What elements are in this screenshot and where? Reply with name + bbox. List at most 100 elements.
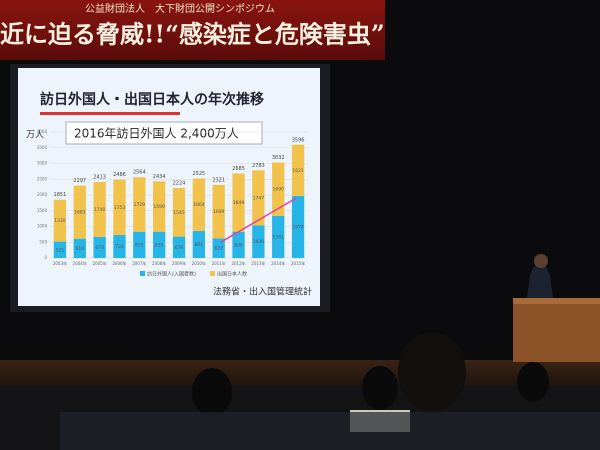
slide-source: 法務省・出入国管理統計: [213, 286, 312, 298]
slide: [18, 68, 320, 306]
value-label: 1330: [54, 218, 66, 224]
value-label: 1664: [193, 202, 205, 208]
x-tick-label: 2009年: [172, 260, 186, 266]
y-tick-label: 2000: [37, 192, 48, 197]
total-label: 2413: [93, 174, 106, 180]
bar-segment: [291, 195, 305, 258]
chart-title: 訪日外国人・出国日本人の年次推移: [40, 91, 264, 108]
banner-title: 近に迫る脅威!!“感染症と危険害虫”: [0, 20, 385, 49]
audience-head: [362, 366, 398, 410]
trend-arrow: [220, 197, 297, 243]
value-label: 1699: [213, 209, 225, 215]
stage: [0, 360, 600, 390]
y-tick-label: 4000: [37, 129, 48, 134]
bar-segment: [232, 231, 245, 258]
x-tick-label: 2004年: [73, 260, 87, 266]
value-label: 1683: [74, 210, 86, 216]
value-label: 1747: [253, 195, 265, 201]
value-label: 1545: [173, 210, 185, 216]
bar-segment: [133, 177, 146, 232]
x-tick-label: 2010年: [192, 260, 206, 266]
speaker-head: [534, 254, 548, 268]
legend-swatch: [210, 271, 215, 276]
value-label: 614: [75, 246, 84, 252]
total-label: 2783: [252, 163, 265, 169]
x-tick-label: 2011年: [212, 260, 226, 266]
x-tick-label: 2005年: [93, 260, 107, 266]
total-label: 3032: [272, 155, 285, 161]
value-label: 1621: [292, 168, 304, 174]
annotation: 2016年訪日外国人 2,400万人: [74, 126, 239, 141]
total-label: 3596: [292, 137, 305, 143]
bar-segment: [113, 179, 126, 235]
value-label: 733: [115, 244, 124, 250]
bar-segment: [212, 238, 225, 258]
total-label: 2297: [73, 178, 86, 184]
lectern-top: [513, 298, 600, 304]
bar-segment: [272, 162, 285, 216]
seats: [60, 412, 600, 450]
total-label: 2486: [113, 172, 126, 178]
x-tick-label: 2007年: [132, 260, 146, 266]
bar-segment: [272, 215, 285, 258]
y-tick-label: 3500: [37, 145, 48, 150]
value-label: 835: [155, 242, 164, 248]
x-tick-label: 2015年: [291, 260, 305, 266]
bar-segment: [153, 181, 166, 232]
x-tick-label: 2003年: [53, 260, 67, 266]
value-label: 1599: [153, 204, 165, 210]
audience-head: [398, 332, 466, 412]
bar-segment: [73, 185, 86, 239]
total-label: 2224: [173, 180, 186, 186]
bar-segment: [153, 231, 166, 258]
value-label: 1036: [253, 239, 265, 245]
value-label: 1729: [134, 202, 146, 208]
audience-head: [192, 368, 232, 416]
lectern: [513, 298, 600, 362]
bar-segment: [172, 236, 186, 258]
x-tick-label: 2014年: [271, 260, 285, 266]
annotation-box: [65, 121, 263, 145]
bar-segment: [172, 187, 186, 237]
legend-swatch: [140, 271, 145, 276]
x-tick-label: 2006年: [112, 260, 126, 266]
banner: [0, 0, 385, 60]
value-label: 1341: [273, 234, 285, 240]
bar-segment: [93, 236, 106, 258]
bar-segment: [291, 144, 305, 196]
bar-segment: [252, 225, 265, 258]
bar-segment: [93, 181, 106, 237]
bar-segment: [252, 170, 265, 226]
total-label: 2321: [212, 177, 225, 183]
legend-label: 訪日外国人(入国者数): [147, 271, 196, 278]
title-underline: [40, 112, 180, 115]
total-label: 2685: [232, 166, 245, 172]
value-label: 521: [56, 247, 65, 253]
bar-segment: [212, 184, 225, 239]
legend-label: 出国日本人数: [217, 271, 247, 278]
value-label: 835: [135, 242, 144, 248]
value-label: 1740: [94, 207, 106, 213]
total-label: 2525: [192, 171, 205, 177]
x-tick-label: 2013年: [251, 260, 265, 266]
y-tick-label: 0: [44, 255, 47, 260]
value-label: 861: [195, 242, 204, 248]
y-tick-label: 1500: [37, 208, 48, 213]
slide-chart: 訪日外国人・出国日本人の年次推移 万人 2016年訪日外国人 2,400万人 0…: [26, 91, 308, 278]
value-label: 622: [214, 246, 223, 252]
total-label: 1851: [54, 192, 67, 198]
y-tick-label: 1000: [37, 224, 48, 229]
bar-segment: [192, 230, 205, 258]
audience-head: [517, 362, 549, 402]
bar-segment: [53, 199, 67, 242]
value-label: 1974: [292, 224, 304, 230]
bar-segment: [73, 238, 86, 258]
value-label: 1690: [273, 187, 285, 193]
bar-segment: [113, 234, 126, 258]
total-label: 2564: [133, 170, 146, 176]
total-label: 2434: [153, 174, 166, 180]
y-tick-label: 3000: [37, 161, 48, 166]
banner-organizer: 公益財団法人 大下財団公開シンポジウム: [85, 2, 275, 15]
